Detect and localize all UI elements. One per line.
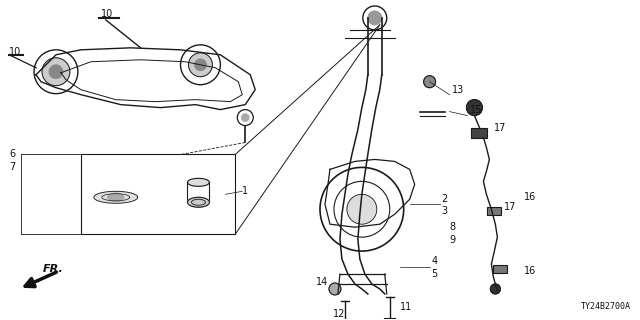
- Circle shape: [49, 65, 63, 79]
- Text: 17: 17: [504, 202, 516, 212]
- Polygon shape: [108, 193, 124, 201]
- Text: 1: 1: [243, 186, 248, 196]
- Circle shape: [241, 114, 249, 122]
- Bar: [493, 265, 508, 273]
- Text: 10: 10: [9, 47, 21, 57]
- Bar: [81, 155, 236, 234]
- Text: 8: 8: [449, 222, 456, 232]
- Text: 17: 17: [494, 123, 507, 132]
- Text: 2: 2: [442, 194, 448, 204]
- Circle shape: [42, 58, 70, 86]
- Text: 16: 16: [524, 192, 536, 202]
- Circle shape: [347, 194, 377, 224]
- Text: 3: 3: [442, 206, 448, 216]
- Circle shape: [368, 11, 382, 25]
- Text: 9: 9: [449, 235, 456, 245]
- Bar: [488, 207, 501, 215]
- Text: 10: 10: [100, 9, 113, 19]
- Text: 13: 13: [452, 85, 464, 95]
- Text: 16: 16: [524, 266, 536, 276]
- Circle shape: [490, 284, 500, 294]
- Bar: [472, 128, 488, 138]
- Circle shape: [195, 59, 207, 71]
- Circle shape: [188, 53, 212, 77]
- Text: FR.: FR.: [43, 264, 64, 274]
- Text: 7: 7: [9, 162, 15, 172]
- Text: 15: 15: [470, 105, 482, 115]
- Polygon shape: [94, 191, 138, 203]
- Ellipse shape: [188, 178, 209, 186]
- Circle shape: [424, 76, 436, 88]
- Text: 5: 5: [431, 269, 438, 279]
- Circle shape: [467, 100, 483, 116]
- Text: TY24B2700A: TY24B2700A: [581, 302, 631, 311]
- Text: 6: 6: [9, 149, 15, 159]
- Text: 11: 11: [400, 302, 412, 312]
- Ellipse shape: [188, 197, 209, 207]
- Text: 14: 14: [316, 277, 328, 287]
- Text: 4: 4: [431, 256, 438, 266]
- Circle shape: [329, 283, 341, 295]
- Text: 12: 12: [333, 309, 346, 319]
